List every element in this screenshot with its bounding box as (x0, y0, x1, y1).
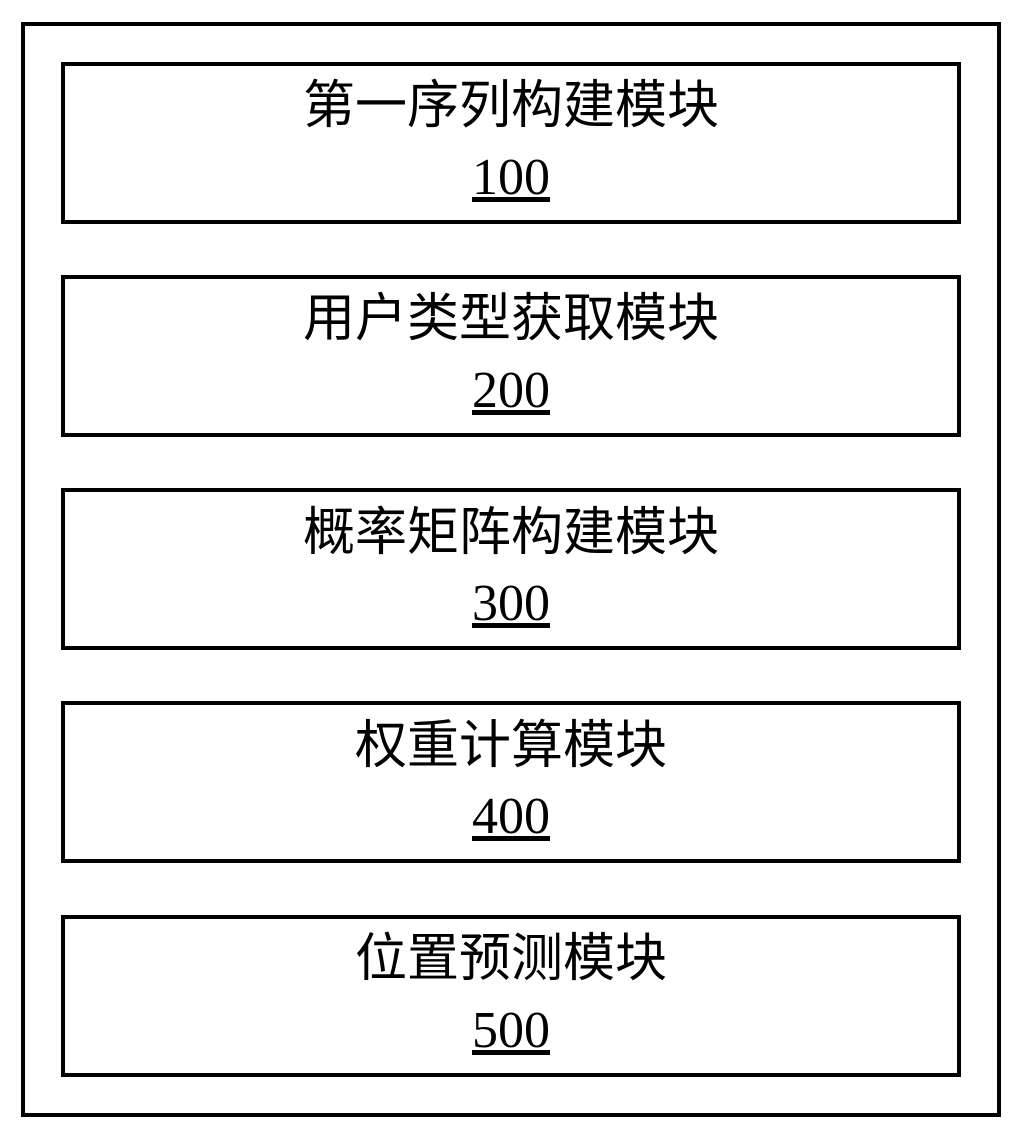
module-label: 位置预测模块 (355, 929, 667, 991)
module-box: 位置预测模块 500 (61, 915, 961, 1077)
module-label: 第一序列构建模块 (303, 76, 719, 138)
module-box: 第一序列构建模块 100 (61, 62, 961, 224)
module-label: 概率矩阵构建模块 (303, 503, 719, 565)
module-number: 500 (472, 1000, 550, 1062)
module-number: 400 (472, 786, 550, 848)
module-box: 概率矩阵构建模块 300 (61, 488, 961, 650)
module-number: 300 (472, 573, 550, 635)
module-number: 100 (472, 147, 550, 209)
module-number: 200 (472, 360, 550, 422)
module-label: 用户类型获取模块 (303, 289, 719, 351)
module-box: 权重计算模块 400 (61, 701, 961, 863)
module-label: 权重计算模块 (355, 716, 667, 778)
module-box: 用户类型获取模块 200 (61, 275, 961, 437)
diagram-container: 第一序列构建模块 100 用户类型获取模块 200 概率矩阵构建模块 300 权… (21, 22, 1001, 1117)
